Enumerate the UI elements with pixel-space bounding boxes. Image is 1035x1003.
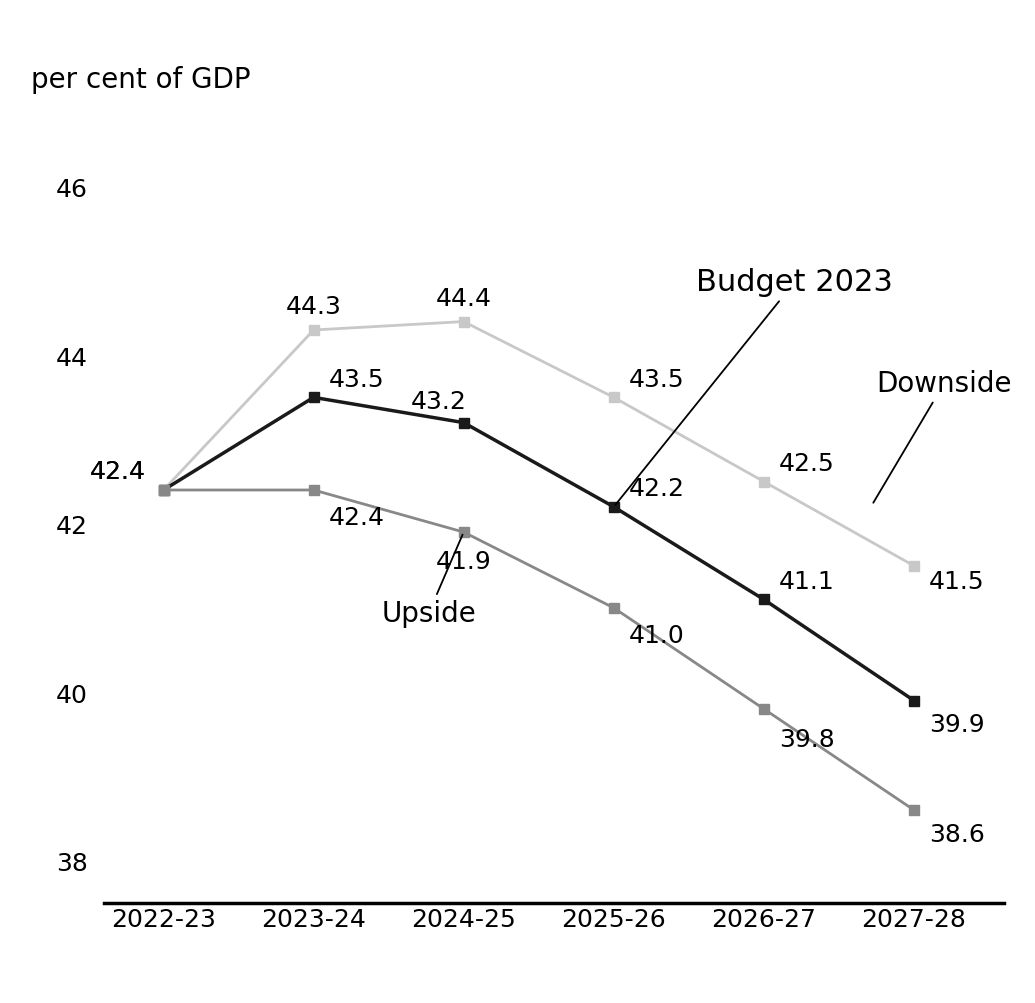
Text: 39.8: 39.8 — [778, 727, 834, 751]
Text: Upside: Upside — [381, 536, 476, 628]
Text: 41.0: 41.0 — [628, 623, 684, 647]
Text: per cent of GDP: per cent of GDP — [31, 65, 252, 93]
Text: 43.2: 43.2 — [411, 389, 467, 413]
Text: 42.4: 42.4 — [329, 506, 385, 530]
Text: 44.4: 44.4 — [436, 287, 492, 311]
Text: 42.2: 42.2 — [628, 476, 685, 500]
Text: 42.4: 42.4 — [89, 460, 146, 484]
Text: 39.9: 39.9 — [928, 712, 984, 736]
Text: 43.5: 43.5 — [329, 367, 384, 391]
Text: 41.5: 41.5 — [928, 570, 984, 594]
Text: Budget 2023: Budget 2023 — [616, 268, 893, 506]
Text: 42.5: 42.5 — [778, 451, 834, 475]
Text: Downside: Downside — [874, 370, 1012, 504]
Text: 44.3: 44.3 — [286, 295, 342, 319]
Text: 41.9: 41.9 — [436, 550, 492, 573]
Text: 42.4: 42.4 — [89, 460, 146, 484]
Text: 41.1: 41.1 — [778, 570, 834, 594]
Text: 43.5: 43.5 — [628, 367, 684, 391]
Text: 38.6: 38.6 — [928, 821, 984, 846]
